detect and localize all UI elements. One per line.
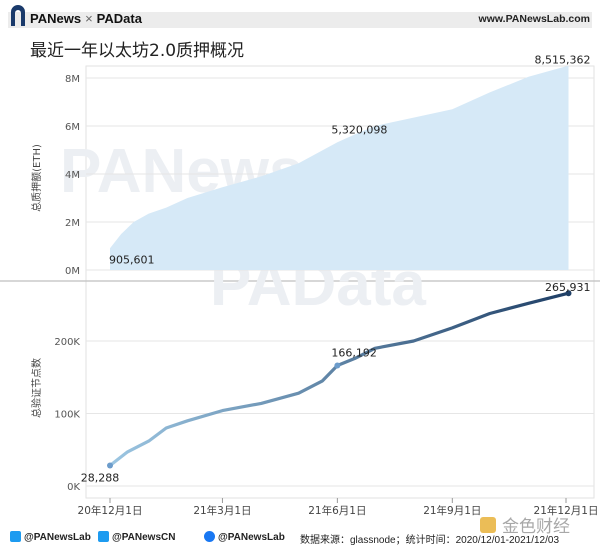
data-point: [565, 290, 572, 297]
x-tick-label: 21年12月1日: [534, 504, 599, 517]
header-band: [8, 12, 592, 28]
brand-separator: ×: [85, 11, 93, 26]
page-title: 最近一年以太坊2.0质押概况: [30, 41, 245, 61]
top-y-axis-label: 总质押额(ETH): [30, 144, 43, 212]
y-tick-label: 200K: [54, 337, 80, 348]
y-tick-label: 0M: [65, 266, 80, 277]
facebook-icon: [204, 531, 215, 542]
data-label: 28,288: [81, 471, 120, 484]
y-tick-label: 6M: [65, 122, 80, 133]
data-point: [107, 462, 113, 469]
corner-logo-text: 金色财经: [502, 517, 570, 537]
facebook-handle[interactable]: @PANewsLab: [204, 531, 285, 543]
area-series-staked-eth: [110, 65, 569, 270]
twitter-handle-1[interactable]: @PANewsLab: [10, 531, 91, 543]
data-label: 5,320,098: [331, 123, 387, 136]
corner-logo: 金色财经: [480, 517, 570, 537]
y-tick-label: 2M: [65, 218, 80, 229]
y-tick-label: 0K: [67, 482, 80, 493]
header: PANews × PAData www.PANewsLab.com: [0, 0, 600, 30]
data-label: 166,192: [331, 347, 377, 360]
site-url: www.PANewsLab.com: [478, 13, 590, 25]
footer: @PANewsLab @PANewsCN @PANewsLab 数据来源：gla…: [0, 528, 600, 548]
x-tick-label: 20年12月1日: [78, 504, 143, 517]
brand-left: PANews: [30, 11, 82, 26]
y-tick-label: 8M: [65, 74, 80, 85]
brand-title: PANews × PAData: [30, 11, 142, 26]
data-label: 905,601: [109, 253, 155, 266]
bottom-y-axis-label: 总验证节点数: [30, 358, 43, 418]
coin-icon: [480, 517, 496, 533]
x-tick-label: 21年3月1日: [193, 504, 251, 517]
x-tick-label: 21年6月1日: [308, 504, 366, 517]
panews-logo-icon: [11, 5, 25, 26]
twitter-icon: [98, 531, 109, 542]
data-label: 8,515,362: [535, 54, 591, 67]
data-label: 265,931: [545, 281, 591, 294]
y-tick-label: 100K: [54, 410, 80, 421]
x-tick-label: 21年9月1日: [423, 504, 481, 517]
data-source: 数据来源：glassnode；统计时间：2020/12/01-2021/12/0…: [300, 535, 560, 546]
twitter-handle-2[interactable]: @PANewsCN: [98, 531, 175, 543]
twitter-icon: [10, 531, 21, 542]
y-tick-label: 4M: [65, 170, 80, 181]
data-point: [334, 362, 341, 369]
line-series-validators: [109, 291, 569, 467]
brand-right: PAData: [96, 11, 142, 26]
